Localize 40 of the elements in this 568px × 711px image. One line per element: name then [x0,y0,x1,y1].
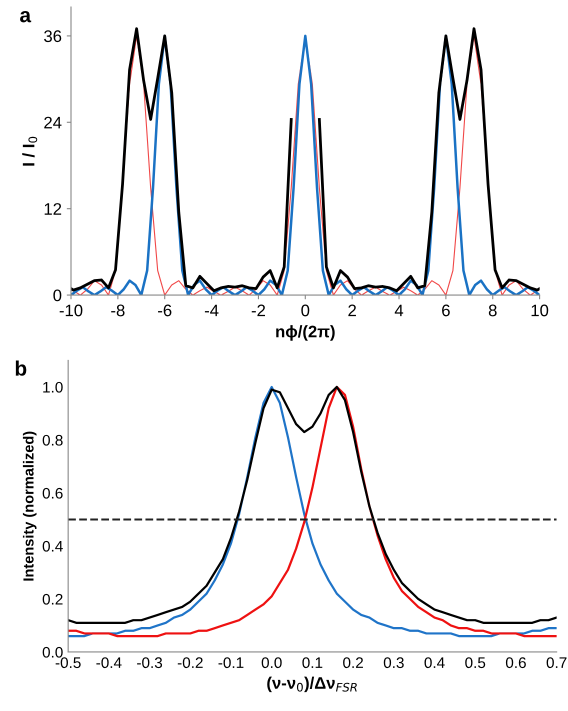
y-tick-label: 0.2 [42,594,63,605]
x-tick-label: -4 [204,304,219,316]
y-tick-label: 36 [44,30,62,42]
x-tick-label: 0.0 [262,657,282,668]
y-tick-label: 0.6 [42,488,63,499]
x-tick-label: 0.4 [424,657,445,668]
x-tick-label: -0.5 [56,657,81,668]
y-tick-label: 0 [53,289,62,302]
x-tick-label: 10 [532,304,548,316]
x-tick-label: -0.3 [137,657,162,668]
x-tick-label: -0.4 [96,657,122,668]
x-tick-label: 6 [442,304,450,316]
y-tick-label: 12 [44,203,62,215]
x-tick-label: 0 [301,304,310,316]
y-axis-title: Intensity (normalized) [22,432,37,581]
y-tick-label: 0.0 [42,646,63,658]
x-tick-label: 0.5 [465,657,486,668]
chart-title: a [20,10,32,22]
x-tick-label: -2 [252,304,266,316]
x-tick-label: 4 [394,304,404,316]
x-tick-label: -6 [158,304,172,316]
x-tick-label: 0.6 [506,657,526,668]
x-tick-label: 0.2 [343,657,363,668]
x-tick-label: -0.2 [178,657,203,668]
y-tick-label: 0.4 [42,540,63,552]
x-tick-label: 8 [488,304,497,316]
y-tick-label: 24 [44,116,62,128]
x-tick-label: -8 [111,304,125,316]
x-tick-label: -10 [60,304,82,316]
chart-title: b [16,360,26,376]
x-tick-label: 0.1 [302,657,322,668]
x-tick-label: -0.1 [218,657,244,668]
y-axis-title: I / I$_{0}$ [22,136,38,166]
x-tick-label: 0.7 [546,657,566,668]
y-tick-label: 0.8 [42,434,63,446]
x-axis-title: nϕ/(2π) [276,325,335,341]
x-tick-label: 2 [348,304,356,316]
x-axis-title: (ν-ν$_{0}$)/Δν$_{FSR}$ [267,676,357,692]
y-tick-label: 1.0 [43,382,63,393]
x-tick-label: 0.3 [384,657,404,668]
